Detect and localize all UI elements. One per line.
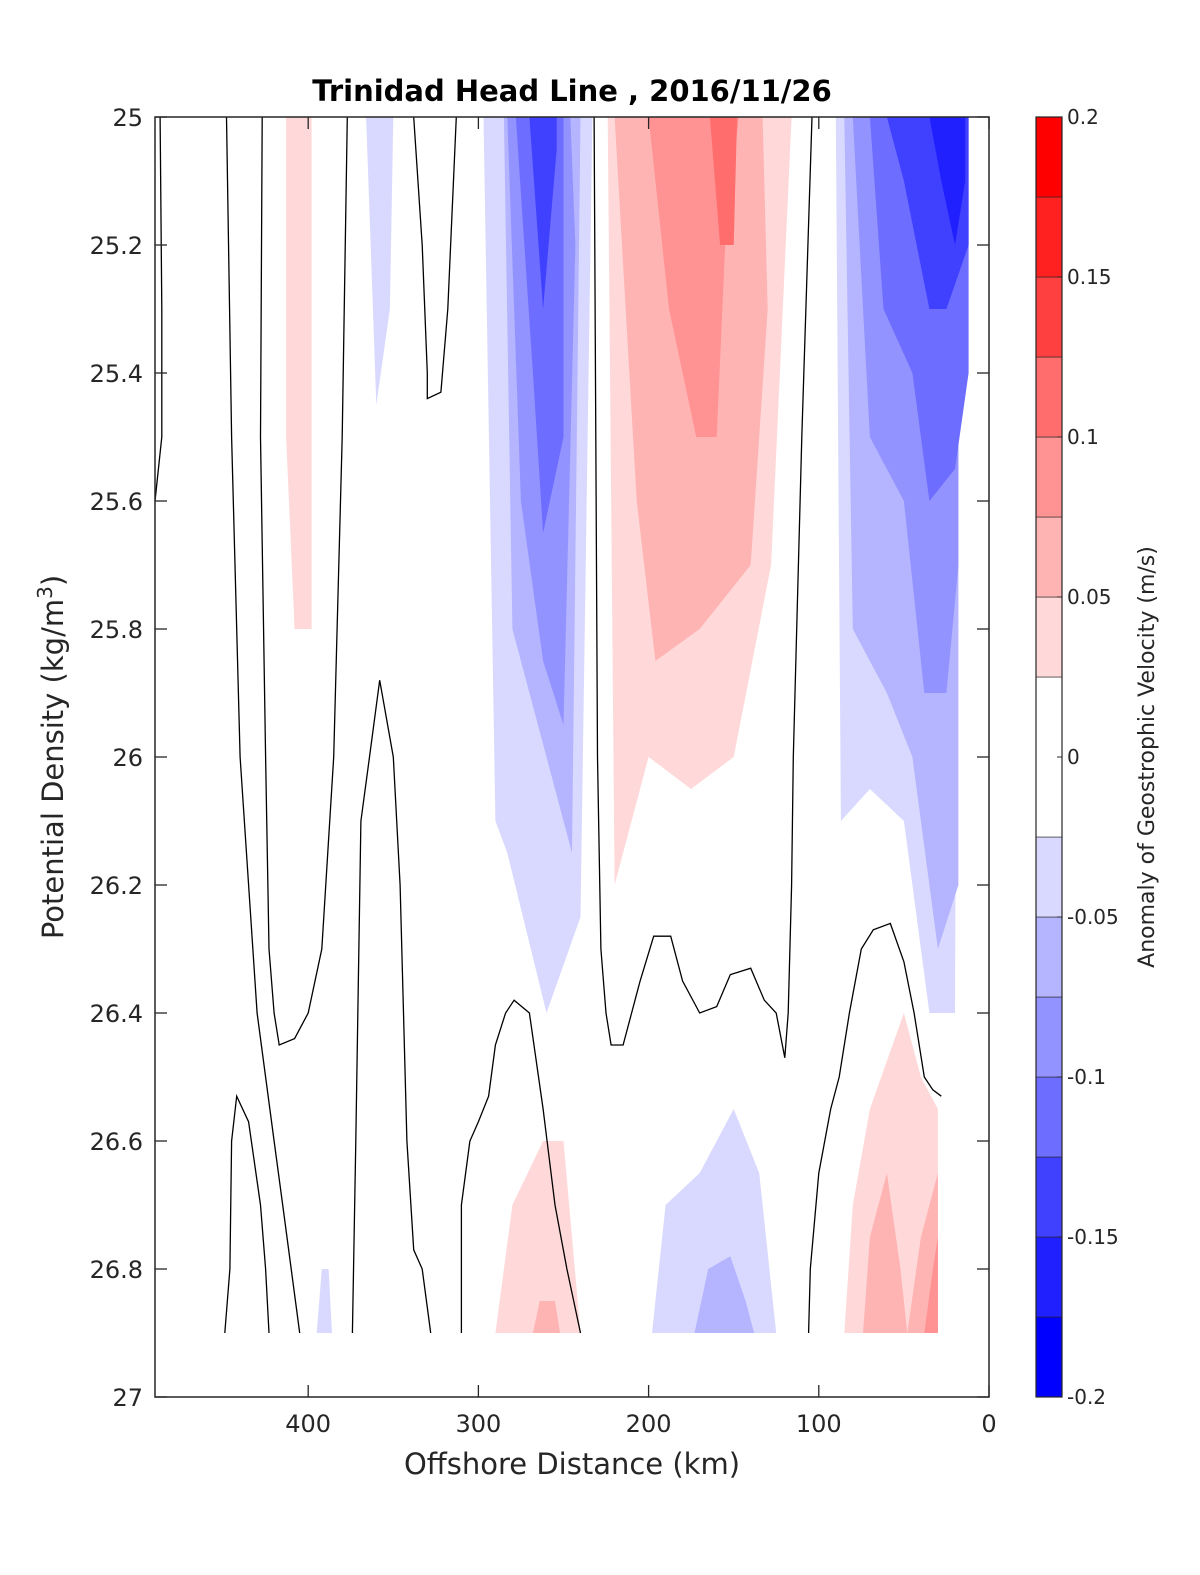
colorbar-band-13 <box>1035 196 1063 278</box>
colorbar-band-4 <box>1035 996 1063 1078</box>
colorbar-tick-label: 0.1 <box>1067 425 1099 449</box>
contour-region-21 <box>694 1256 755 1333</box>
colorbar-title: Anomaly of Geostrophic Velocity (m/s) <box>1135 546 1160 968</box>
colorbar-tick-label: 0 <box>1067 745 1080 769</box>
contour-region-0 <box>286 117 312 629</box>
y-axis: 25 25.2 25.4 25.6 25.8 26 26.2 26.4 26.6 26.8 27 <box>90 104 989 1412</box>
colorbar: -0.2 -0.15 -0.1 -0.05 0 0.05 0.1 0.15 0.2 Anomal… <box>1035 105 1160 1409</box>
y-tick-label: 26.4 <box>90 1000 143 1028</box>
contour-region-23 <box>863 1173 938 1333</box>
colorbar-band-12 <box>1035 276 1063 358</box>
colorbar-tick-label: -0.2 <box>1067 1385 1106 1409</box>
x-tick-label: 400 <box>285 1410 331 1438</box>
contour-region-22 <box>844 1013 938 1333</box>
contour-region-18 <box>532 1301 561 1333</box>
zero-contour-line-5 <box>224 1093 270 1334</box>
y-tick-label: 25 <box>112 104 143 132</box>
y-tick-label: 27 <box>112 1384 143 1412</box>
colorbar-band-5 <box>1035 916 1063 998</box>
y-tick-label: 25.2 <box>90 232 143 260</box>
y-axis-title-main: Potential Density (kg/m <box>36 599 70 939</box>
zero-contours <box>155 117 942 1334</box>
colorbar-tick-label: -0.1 <box>1067 1065 1106 1089</box>
colorbar-tick-label: -0.15 <box>1067 1225 1119 1249</box>
y-tick-label: 26 <box>112 744 143 772</box>
x-tick-label: 0 <box>981 1410 996 1438</box>
zero-contour-line-3 <box>413 117 457 400</box>
colorbar-band-6 <box>1035 836 1063 918</box>
zero-contour-line-2 <box>259 117 348 1046</box>
contour-fills <box>286 117 969 1333</box>
colorbar-band-0 <box>1035 1316 1063 1398</box>
x-tick-label: 200 <box>626 1410 672 1438</box>
y-axis-title-superscript: 3 <box>33 586 57 599</box>
chart-title: Trinidad Head Line , 2016/11/26 <box>312 74 832 108</box>
zero-contour-line-7 <box>593 117 813 1058</box>
zero-contour-line-8 <box>807 922 942 1334</box>
colorbar-tick-label: 0.2 <box>1067 105 1099 129</box>
colorbar-band-9 <box>1035 516 1063 598</box>
colorbar-tick-label: 0.05 <box>1067 585 1112 609</box>
zero-contour-line-1 <box>225 117 301 1334</box>
y-tick-label: 26.2 <box>90 872 143 900</box>
zero-contour-line-6 <box>460 999 582 1334</box>
x-tick-label: 100 <box>796 1410 842 1438</box>
y-tick-label: 26.8 <box>90 1256 143 1284</box>
contour-region-17 <box>495 1141 581 1333</box>
contour-region-10 <box>709 117 738 245</box>
zero-contour-line-4 <box>351 680 432 1334</box>
contour-region-16 <box>929 117 966 245</box>
contour-region-20 <box>652 1109 777 1333</box>
y-tick-label: 25.8 <box>90 616 143 644</box>
colorbar-band-14 <box>1035 116 1063 198</box>
colorbar-tick-label: -0.05 <box>1067 905 1119 929</box>
colorbar-tick-label: 0.15 <box>1067 265 1112 289</box>
y-axis-title: Potential Density (kg/m3) <box>33 575 70 939</box>
y-tick-label: 25.6 <box>90 488 143 516</box>
colorbar-band-2 <box>1035 1156 1063 1238</box>
contour-region-1 <box>366 117 394 405</box>
contour-region-24 <box>924 1237 938 1333</box>
y-axis-title-close: ) <box>36 575 70 586</box>
colorbar-band-3 <box>1035 1076 1063 1158</box>
colorbar-band-11 <box>1035 356 1063 438</box>
plot-area: 400 300 200 100 0 25 25.2 25.4 25.6 25.8 26 26.2 26… <box>90 104 997 1438</box>
colorbar-band-8 <box>1035 596 1063 678</box>
x-axis-title: Offshore Distance (km) <box>404 1447 740 1481</box>
x-tick-label: 300 <box>455 1410 501 1438</box>
colorbar-ticks: -0.2 -0.15 -0.1 -0.05 0 0.05 0.1 0.15 0.2 <box>1057 105 1119 1409</box>
contour-region-6 <box>529 117 557 309</box>
contour-region-9 <box>648 117 739 437</box>
x-axis: 400 300 200 100 0 <box>285 117 997 1438</box>
contour-region-19 <box>316 1269 332 1333</box>
colorbar-band-10 <box>1035 436 1063 518</box>
colorbar-band-1 <box>1035 1236 1063 1318</box>
y-tick-label: 25.4 <box>90 360 143 388</box>
y-tick-label: 26.6 <box>90 1128 143 1156</box>
contour-region-5 <box>515 117 564 533</box>
